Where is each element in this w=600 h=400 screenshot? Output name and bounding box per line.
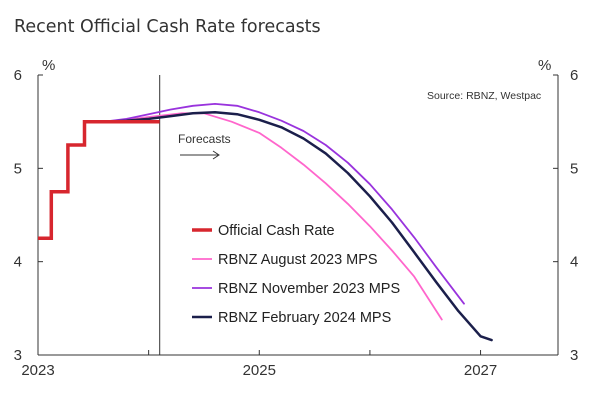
x-tick-label: 2023 [21,362,54,379]
x-tick-label: 2027 [464,362,497,379]
axes: 3 3 4 4 5 5 6 6 2023 2025 2027 [14,67,579,379]
forecast-arrowhead [212,150,220,160]
legend-label: Official Cash Rate [218,223,335,239]
legend-label: RBNZ November 2023 MPS [218,281,400,297]
series-layer [38,103,493,342]
series-line-rbnz-february-2024-mps [103,111,493,342]
y-tick-label-right: 6 [570,67,578,84]
series-line-rbnz-november-2023-mps [103,103,465,305]
legend-label: RBNZ August 2023 MPS [218,252,378,268]
chart-title: Recent Official Cash Rate forecasts [14,17,321,37]
x-tick-label: 2025 [243,362,276,379]
y-tick-label-right: 4 [570,254,578,271]
y-tick-label-left: 5 [14,160,22,177]
legend-label: RBNZ February 2024 MPS [218,310,391,326]
y-tick-label-left: 3 [14,347,22,364]
y-tick-label-left: 4 [14,254,22,271]
left-unit-label: % [42,57,55,74]
forecast-annotation: Forecasts [178,132,231,160]
y-tick-label-left: 6 [14,67,22,84]
forecast-label: Forecasts [178,132,231,146]
source-note: Source: RBNZ, Westpac [427,90,541,102]
series-line-rbnz-august-2023-mps [103,112,443,321]
legend: Official Cash Rate RBNZ August 2023 MPS RB… [192,223,400,326]
y-tick-label-right: 5 [570,160,578,177]
right-unit-label: % [538,57,551,74]
y-tick-label-right: 3 [570,347,578,364]
series-line-official-cash-rate [38,119,160,241]
